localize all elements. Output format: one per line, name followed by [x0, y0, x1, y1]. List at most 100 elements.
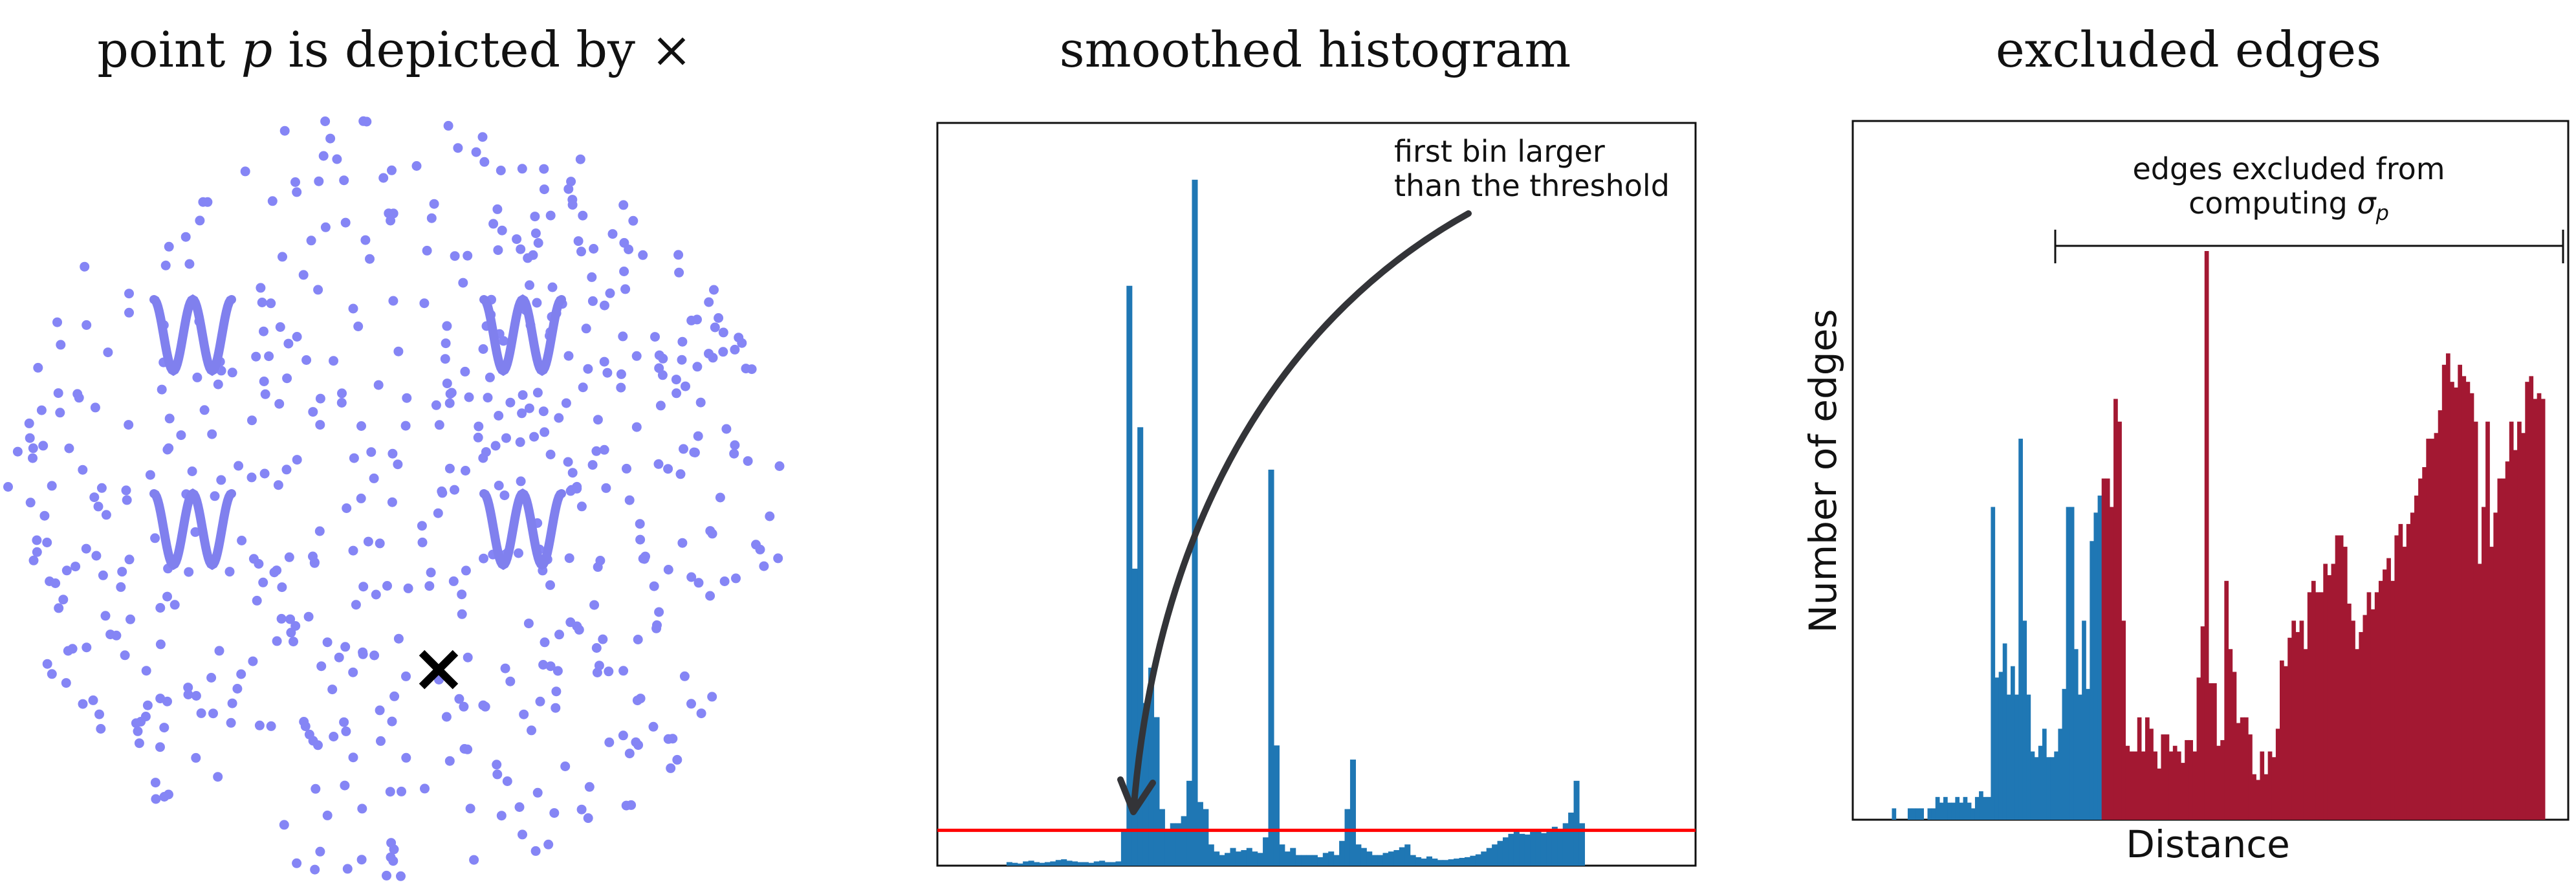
- scatter-point: [254, 720, 265, 730]
- scatter-point: [81, 543, 91, 554]
- scatter-point: [142, 700, 153, 710]
- scatter-point: [696, 708, 706, 719]
- histogram-bar: [1066, 860, 1073, 866]
- edge-histogram-bar: [2109, 507, 2114, 820]
- histogram-bar: [1437, 860, 1443, 866]
- scatter-point: [260, 389, 270, 399]
- histogram-bar: [1034, 862, 1040, 866]
- wave-cluster: [479, 488, 566, 571]
- edge-histogram-bar: [2267, 751, 2273, 820]
- scatter-point: [384, 208, 394, 219]
- scatter-point: [159, 723, 169, 733]
- middle-annotation-line2: than the threshold: [1394, 168, 1670, 203]
- edge-histogram-bar: [2540, 399, 2546, 820]
- scatter-point: [155, 603, 166, 613]
- scatter-point: [334, 652, 344, 663]
- histogram-bar: [1311, 855, 1318, 866]
- histogram-bar: [1492, 844, 1498, 866]
- scatter-point: [618, 666, 629, 676]
- edge-histogram-bar: [1927, 808, 1932, 820]
- scatter-point: [479, 553, 488, 564]
- scatter-point: [393, 459, 403, 470]
- histogram-bar: [1421, 859, 1427, 866]
- scatter-point: [162, 591, 172, 602]
- scatter-point: [666, 763, 676, 773]
- scatter-point: [654, 363, 664, 373]
- scatter-point: [256, 283, 266, 293]
- edge-histogram-bar: [2359, 631, 2364, 820]
- histogram-bar: [1093, 861, 1100, 866]
- edge-histogram-bar: [2355, 649, 2359, 820]
- scatter-point: [303, 611, 314, 622]
- histogram-bar: [1426, 856, 1432, 866]
- scatter-point: [316, 661, 327, 672]
- scatter-point: [653, 459, 664, 469]
- scatter-point: [63, 646, 73, 656]
- scatter-point: [547, 282, 558, 292]
- scatter-point: [90, 402, 100, 413]
- histogram-bar: [1072, 861, 1078, 866]
- scatter-point: [649, 581, 659, 591]
- scatter-point: [237, 536, 247, 545]
- scatter-point: [574, 624, 584, 635]
- scatter-point: [635, 519, 645, 529]
- scatter-point: [277, 582, 287, 593]
- scatter-point: [417, 537, 428, 547]
- scatter-point: [101, 510, 111, 520]
- scatter-point: [532, 388, 543, 398]
- scatter-point: [162, 444, 173, 455]
- middle-histogram-bars: [1006, 179, 1586, 866]
- scatter-point: [58, 595, 69, 605]
- scatter-point: [567, 468, 578, 478]
- histogram-bar: [1301, 855, 1307, 866]
- edge-histogram-bar: [2228, 649, 2233, 820]
- scatter-point: [448, 576, 459, 586]
- histogram-bar: [1355, 844, 1362, 866]
- scatter-point: [492, 204, 503, 214]
- edge-histogram-bar: [2105, 478, 2110, 820]
- edge-histogram-bar: [2026, 694, 2031, 820]
- scatter-point: [369, 650, 380, 661]
- wave-cluster: [479, 294, 566, 377]
- histogram-bar: [1181, 816, 1187, 866]
- edge-histogram-bar: [2521, 433, 2526, 820]
- scatter-point: [327, 684, 338, 695]
- scatter-point: [247, 415, 257, 426]
- scatter-point: [124, 554, 135, 565]
- scatter-point: [600, 300, 609, 311]
- histogram-bar: [1535, 830, 1542, 866]
- histogram-bar: [1344, 809, 1351, 866]
- scatter-point: [566, 177, 576, 187]
- edge-histogram-bar: [1994, 677, 2000, 820]
- scatter-point: [704, 297, 714, 307]
- scatter-point: [28, 555, 39, 565]
- histogram-bar: [1252, 851, 1258, 866]
- edge-histogram-bar: [1987, 796, 1992, 820]
- scatter-point: [505, 676, 516, 686]
- edge-histogram-bar: [2256, 780, 2261, 820]
- scatter-point: [463, 250, 473, 261]
- edge-histogram-bar: [2402, 547, 2407, 820]
- histogram-bar: [1333, 855, 1340, 866]
- scatter-point: [533, 238, 543, 248]
- scatter-point: [616, 382, 626, 393]
- scatter-point: [517, 164, 527, 174]
- scatter-point: [120, 650, 130, 661]
- scatter-point: [459, 701, 469, 712]
- scatter-point: [517, 408, 527, 419]
- scatter-point: [705, 591, 715, 601]
- left-title-var: p: [241, 21, 273, 78]
- histogram-bar: [1475, 854, 1481, 866]
- histogram-bar: [1012, 862, 1018, 866]
- scatter-point: [463, 744, 473, 754]
- scatter-point: [693, 431, 703, 441]
- scatter-point: [210, 491, 220, 501]
- scatter-point: [366, 447, 377, 457]
- scatter-point: [671, 375, 681, 385]
- scatter-point: [382, 870, 391, 881]
- scatter-point: [501, 433, 511, 443]
- scatter-point: [518, 829, 527, 840]
- scatter-point: [246, 472, 257, 483]
- scatter-point: [731, 573, 741, 584]
- scatter-point: [151, 794, 161, 804]
